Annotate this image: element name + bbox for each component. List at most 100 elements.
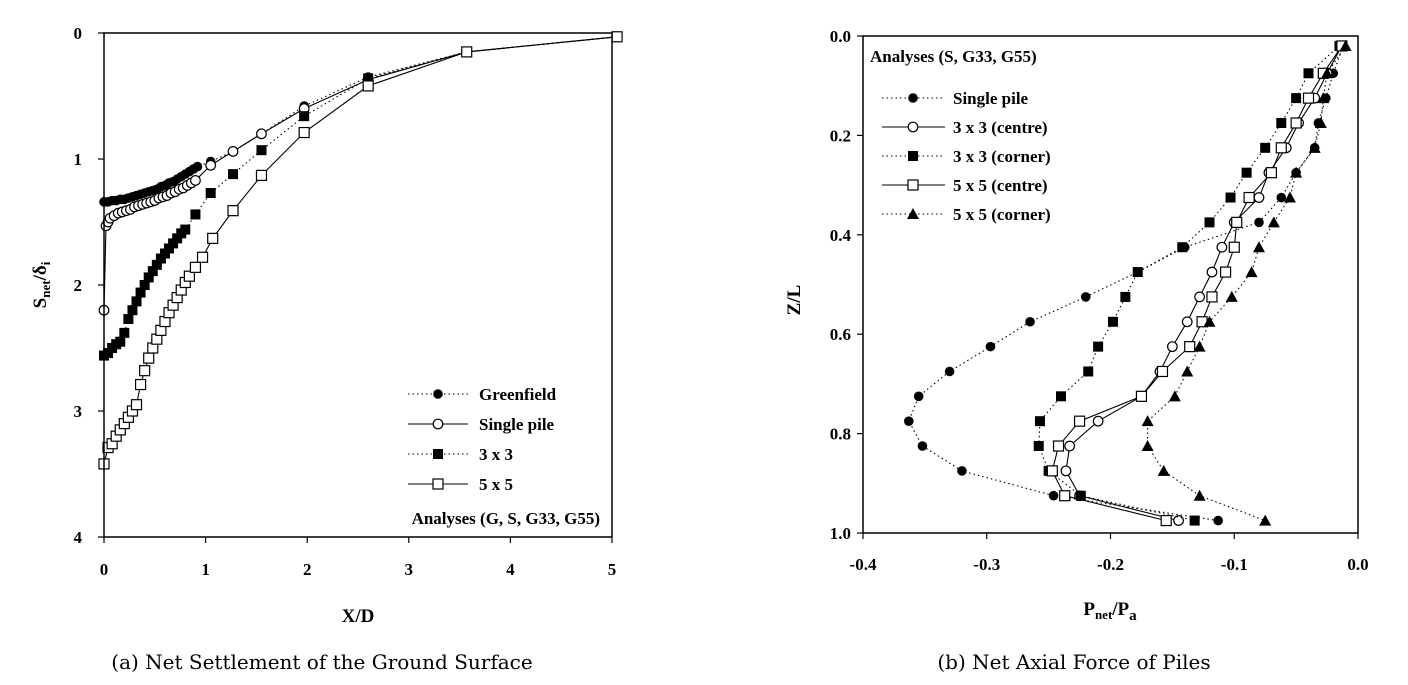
chart-a-point — [205, 188, 216, 199]
chart-a-point — [168, 238, 179, 249]
chart-b-point — [1075, 490, 1086, 501]
chart-a-point — [183, 270, 195, 282]
chart-b-point — [1231, 216, 1243, 228]
chart-a-point — [103, 348, 114, 359]
chart-a-ticks: 0 1 2 3 4 5 0 1 2 3 4 — [74, 24, 617, 579]
chart-b-point — [1225, 290, 1238, 302]
chart-b-point — [1052, 440, 1065, 452]
chart-a-xtick-label: 1 — [201, 560, 210, 579]
chart-b-point — [1228, 241, 1240, 253]
chart-a-legend-marker — [432, 478, 444, 490]
chart-b-point — [1204, 217, 1215, 228]
chart-b-legend-label: 5 x 5 (centre) — [953, 176, 1048, 195]
chart-a-xlabel: X/D — [342, 606, 375, 627]
chart-a-point — [256, 128, 267, 140]
chart-a-xtick-label: 4 — [506, 560, 515, 579]
chart-b-legend-item: 3 x 3 (centre) — [882, 118, 1048, 137]
chart-b-legend-marker — [908, 93, 918, 103]
chart-a-point — [189, 261, 202, 273]
chart-b-point — [1080, 292, 1091, 302]
chart-b-legend-note: Analyses (S, G33, G55) — [870, 47, 1037, 66]
chart-b-xtick-label: -0.4 — [850, 555, 877, 574]
chart-b-point — [1173, 515, 1184, 526]
chart-b-point — [1156, 365, 1169, 378]
chart-b-point — [1166, 341, 1178, 353]
chart-b-series-3 — [1046, 40, 1348, 527]
chart-b-xtick-label: -0.3 — [973, 555, 1000, 574]
chart-b-point — [1168, 390, 1181, 402]
chart-b-point — [1276, 117, 1287, 128]
chart-b-point — [985, 341, 996, 352]
chart-a-ytick-label: 3 — [74, 402, 83, 421]
chart-b-legend-marker — [907, 179, 919, 191]
chart-b-point — [1302, 92, 1315, 104]
chart-a-legend: Greenfield Single pile 3 x 3 5 x 5 — [408, 385, 557, 494]
chart-b-point — [1181, 316, 1193, 328]
chart-b-ticks: -0.4 -0.3 -0.2 -0.1 0.0 0.0 0.2 0.4 0.6 0.8 1.0 — [830, 27, 1369, 574]
chart-b-ytick-label: 0.8 — [830, 425, 851, 444]
chart-b-point — [1291, 93, 1302, 104]
chart-b-point — [1276, 192, 1287, 203]
chart-a-point — [135, 287, 146, 298]
chart-b-point — [1290, 117, 1302, 129]
chart-b-point — [1034, 416, 1045, 427]
chart-a-point — [123, 314, 134, 325]
chart-b-xtick-label: -0.1 — [1221, 555, 1248, 574]
chart-a-point — [139, 365, 151, 377]
chart-a-legend-label: 3 x 3 — [479, 445, 513, 464]
chart-b-point — [1308, 141, 1321, 153]
chart-b-series-4 — [1141, 39, 1352, 526]
chart-b-point — [1160, 514, 1172, 527]
chart-a-xtick-label: 5 — [608, 560, 617, 579]
chart-a-point — [119, 327, 130, 338]
chart-b-point — [917, 441, 928, 451]
chart-a-point — [143, 352, 155, 364]
chart-b-legend-item: 5 x 5 (centre) — [882, 176, 1048, 195]
chart-a-point — [155, 253, 166, 264]
chart-b-point — [1241, 167, 1252, 178]
chart-b-ytick-label: 1.0 — [830, 524, 851, 543]
chart-b-point — [1056, 391, 1066, 402]
chart-b-point — [1060, 465, 1072, 477]
chart-b-point — [1135, 390, 1148, 402]
chart-b-point — [903, 416, 914, 426]
chart-b-point — [1073, 415, 1086, 427]
chart-a-point — [207, 232, 219, 244]
chart-a-point — [151, 259, 162, 270]
chart-a-legend-marker — [433, 389, 443, 399]
chart-b-legend-marker — [907, 208, 919, 219]
chart-a-ytick-label: 4 — [74, 528, 83, 547]
chart-a-legend-label: Single pile — [479, 415, 555, 434]
chart-b-point — [1303, 68, 1314, 79]
chart-a-point — [127, 305, 138, 316]
chart-a-series-3 — [98, 31, 623, 470]
chart-b-point — [1141, 440, 1154, 452]
chart-a-point — [130, 399, 143, 411]
chart-a-legend-marker — [432, 418, 444, 430]
chart-a: 0 1 2 3 4 5 0 1 2 3 4 X/D Snet/δi Greenfield Single… — [30, 24, 623, 627]
chart-b-legend-marker — [907, 121, 919, 133]
chart-a-point — [190, 209, 201, 220]
chart-a-legend-label: Greenfield — [479, 385, 557, 404]
chart-b-point — [1107, 316, 1118, 327]
chart-b-ytick-label: 0.4 — [830, 226, 852, 245]
chart-a-point — [205, 159, 217, 171]
chart-b-legend-item: 5 x 5 (corner) — [882, 205, 1051, 224]
chart-b-point — [1048, 490, 1059, 501]
chart-a-xtick-label: 2 — [303, 560, 312, 579]
chart-b-point — [1206, 266, 1218, 278]
chart-b-point — [1189, 515, 1200, 526]
chart-b-point — [1194, 291, 1205, 303]
chart-b-point — [1141, 415, 1154, 427]
chart-a-point — [362, 80, 374, 92]
chart-b-point — [1025, 316, 1035, 327]
chart-a-legend-item: 5 x 5 — [408, 475, 513, 494]
chart-a-ylabel: Snet/δi — [30, 261, 53, 308]
chart-b-point — [1046, 465, 1058, 477]
chart-b-point — [944, 366, 955, 377]
chart-a-legend-marker — [433, 449, 443, 459]
caption-a: (a) Net Settlement of the Ground Surface — [111, 650, 532, 674]
chart-a-point — [143, 272, 154, 283]
chart-b-point — [1253, 241, 1265, 253]
